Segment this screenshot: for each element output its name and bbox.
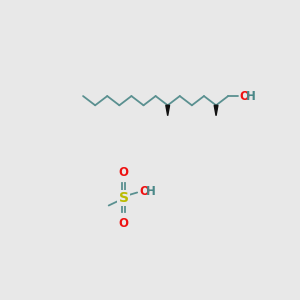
Text: O: O <box>239 90 249 103</box>
Text: H: H <box>146 185 156 198</box>
Text: O: O <box>118 166 128 178</box>
Text: O: O <box>139 185 149 198</box>
Text: H: H <box>246 90 256 103</box>
Text: O: O <box>118 217 128 230</box>
Text: S: S <box>118 191 128 205</box>
Polygon shape <box>166 105 169 116</box>
Polygon shape <box>214 105 218 116</box>
